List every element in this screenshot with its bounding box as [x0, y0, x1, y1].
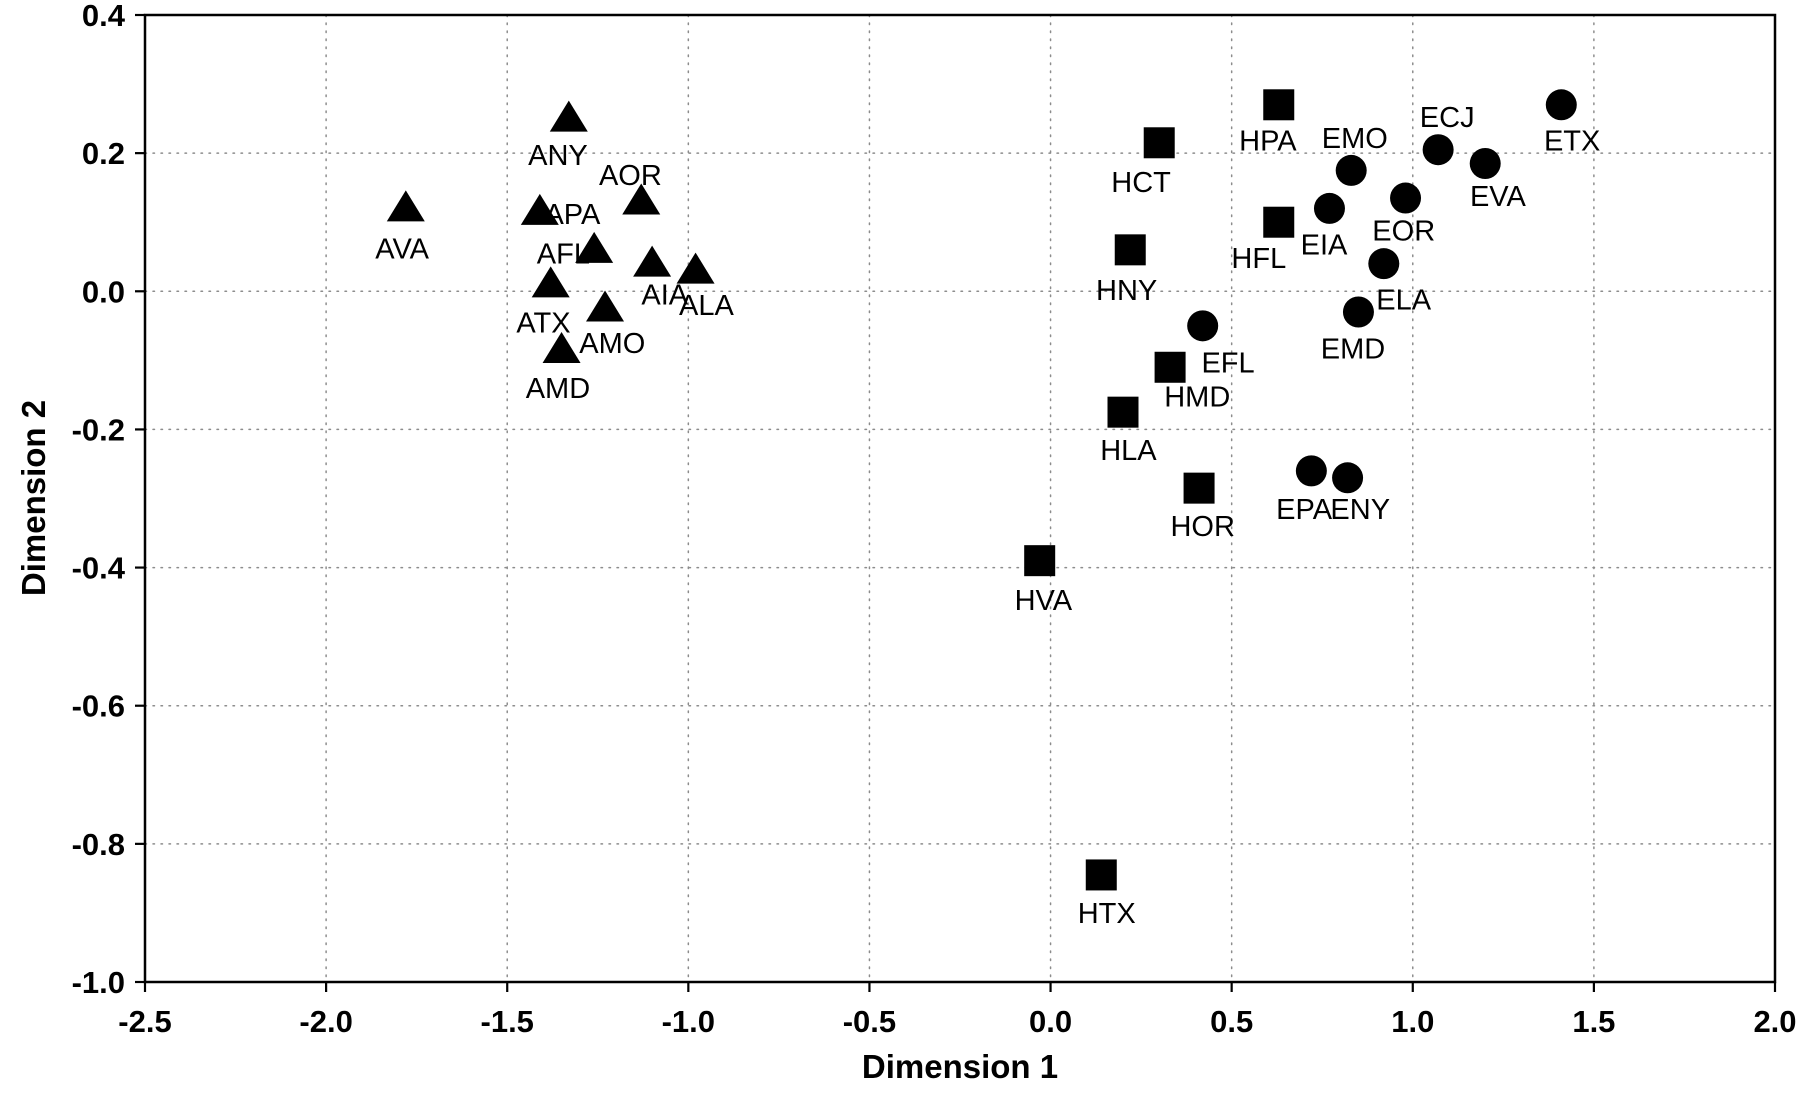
data-point-circle-emd [1342, 296, 1374, 328]
point-label-eva: EVA [1470, 181, 1527, 213]
y-tick-label: 0.0 [82, 274, 125, 309]
point-label-afl: AFL [537, 238, 590, 270]
y-axis-title: Dimension 2 [15, 399, 52, 597]
data-point-square-hpa [1263, 89, 1295, 121]
x-tick-label: 2.0 [1753, 1004, 1796, 1039]
x-tick-label: 1.5 [1572, 1004, 1615, 1039]
point-label-etx: ETX [1544, 126, 1600, 158]
x-tick-label: -1.5 [481, 1004, 534, 1039]
data-point-circle-eva [1469, 148, 1501, 180]
data-point-square-hmd [1154, 351, 1186, 383]
x-tick-label: 0.5 [1210, 1004, 1253, 1039]
point-label-aia: AIA [641, 280, 688, 312]
x-tick-label: -2.5 [118, 1004, 171, 1039]
data-point-triangle-aor [622, 183, 661, 215]
data-point-circle-epa [1295, 455, 1327, 487]
y-tick-label: -0.8 [72, 827, 125, 862]
data-point-circle-ecj [1422, 134, 1454, 166]
point-label-eny: ENY [1330, 494, 1390, 526]
point-label-htx: HTX [1078, 898, 1136, 930]
y-tick-label: -0.6 [72, 689, 125, 724]
data-point-circle-emo [1335, 154, 1367, 186]
point-label-eia: EIA [1301, 229, 1348, 261]
point-label-hny: HNY [1096, 275, 1157, 307]
data-point-square-hct [1143, 127, 1175, 159]
data-point-square-hfl [1263, 206, 1295, 238]
point-label-efl: EFL [1201, 347, 1254, 379]
data-point-square-htx [1085, 859, 1117, 891]
point-label-eor: EOR [1372, 216, 1435, 248]
y-tick-label: -0.2 [72, 412, 125, 447]
plot-frame [143, 13, 1777, 984]
point-label-hpa: HPA [1239, 126, 1297, 158]
x-tick-label: -2.0 [299, 1004, 352, 1039]
point-label-hor: HOR [1170, 511, 1234, 543]
data-point-square-hla [1107, 396, 1139, 428]
data-point-triangle-ava [386, 190, 425, 222]
data-point-triangle-amo [586, 290, 625, 322]
data-point-circle-efl [1187, 310, 1219, 342]
data-point-triangle-aia [633, 245, 672, 277]
point-label-any: ANY [528, 140, 588, 172]
point-label-hmd: HMD [1164, 381, 1230, 413]
point-label-hva: HVA [1015, 585, 1073, 617]
y-tick-label: 0.2 [82, 136, 125, 171]
point-label-emo: EMO [1322, 123, 1388, 155]
point-label-amo: AMO [579, 328, 645, 360]
data-point-triangle-ala [676, 252, 715, 284]
data-point-circle-ela [1368, 248, 1400, 280]
data-point-triangle-apa [520, 193, 559, 225]
data-point-square-hny [1114, 234, 1146, 266]
point-label-hla: HLA [1100, 435, 1157, 467]
x-tick-label: 0.0 [1029, 1004, 1072, 1039]
point-label-aor: AOR [599, 160, 662, 192]
data-point-triangle-amd [542, 331, 581, 363]
point-label-hfl: HFL [1231, 243, 1286, 275]
data-point-circle-etx [1545, 89, 1577, 121]
data-point-square-hor [1183, 472, 1215, 504]
point-label-ecj: ECJ [1420, 102, 1475, 134]
data-point-circle-eia [1313, 192, 1345, 224]
x-tick-label: 1.0 [1391, 1004, 1434, 1039]
x-tick-label: -1.0 [662, 1004, 715, 1039]
point-label-ela: ELA [1376, 285, 1431, 317]
data-point-triangle-afl [575, 231, 614, 263]
point-label-emd: EMD [1321, 334, 1385, 366]
y-tick-label: 0.4 [82, 0, 126, 33]
point-label-apa: APA [544, 199, 601, 231]
data-point-triangle-any [549, 100, 588, 132]
data-point-circle-eny [1332, 462, 1364, 494]
point-label-epa: EPA [1276, 494, 1333, 526]
x-axis-title: Dimension 1 [861, 1048, 1059, 1085]
data-point-square-hva [1024, 545, 1056, 577]
y-tick-label: -0.4 [72, 551, 126, 586]
data-point-triangle-atx [531, 266, 570, 298]
y-tick-label: -1.0 [72, 965, 125, 1000]
data-point-circle-eor [1390, 182, 1422, 214]
point-label-ava: AVA [375, 233, 429, 265]
point-label-amd: AMD [526, 373, 590, 405]
point-label-hct: HCT [1111, 167, 1171, 199]
point-label-ala: ALA [679, 290, 734, 322]
x-tick-label: -0.5 [843, 1004, 896, 1039]
